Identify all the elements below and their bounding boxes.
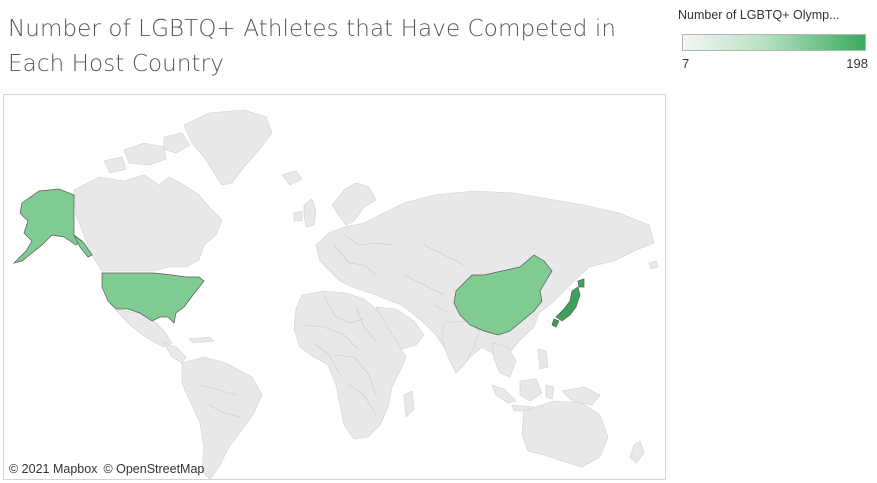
map-attribution[interactable]: © 2021 Mapbox © OpenStreetMap xyxy=(9,462,210,476)
usa-alaska-panhandle xyxy=(73,234,93,258)
sumatra xyxy=(491,384,517,404)
japan-hokkaido xyxy=(577,278,585,288)
world-map[interactable]: © 2021 Mapbox © OpenStreetMap xyxy=(3,94,666,480)
greenland xyxy=(183,109,273,186)
arctic-island xyxy=(103,156,127,174)
caribbean xyxy=(188,336,215,344)
legend-min-label: 7 xyxy=(682,56,690,71)
legend-max-label: 198 xyxy=(846,56,868,71)
borneo xyxy=(519,378,543,402)
sulawesi xyxy=(545,384,555,400)
chukotka xyxy=(648,260,659,270)
arctic-island xyxy=(163,132,191,154)
usa-alaska xyxy=(12,188,83,264)
japan xyxy=(555,286,581,322)
map-canvas[interactable] xyxy=(4,95,665,479)
new-zealand xyxy=(629,440,645,464)
central-america xyxy=(163,342,187,364)
philippines xyxy=(537,348,549,370)
arctic-island xyxy=(123,142,167,166)
south-america xyxy=(181,356,263,479)
iceland xyxy=(281,170,303,186)
ireland xyxy=(293,210,303,222)
osm-attribution[interactable]: © OpenStreetMap xyxy=(103,462,205,476)
china xyxy=(453,254,553,336)
uk xyxy=(303,198,317,228)
legend-gradient-bar xyxy=(682,34,866,51)
africa xyxy=(293,290,407,440)
new-guinea xyxy=(561,386,601,406)
australia xyxy=(521,400,609,468)
legend-title[interactable]: Number of LGBTQ+ Olymp... xyxy=(678,8,840,22)
dashboard-title: Number of LGBTQ+ Athletes that Have Comp… xyxy=(8,16,617,77)
color-legend[interactable]: Number of LGBTQ+ Olymp... 7 198 xyxy=(676,6,872,76)
india xyxy=(441,320,481,374)
southeast-asia xyxy=(491,342,517,378)
japan-kyushu xyxy=(551,318,560,328)
canada xyxy=(73,174,223,272)
mapbox-attribution[interactable]: © 2021 Mapbox xyxy=(9,462,98,476)
usa xyxy=(101,272,205,324)
madagascar xyxy=(403,390,415,418)
scandinavia xyxy=(331,182,377,226)
